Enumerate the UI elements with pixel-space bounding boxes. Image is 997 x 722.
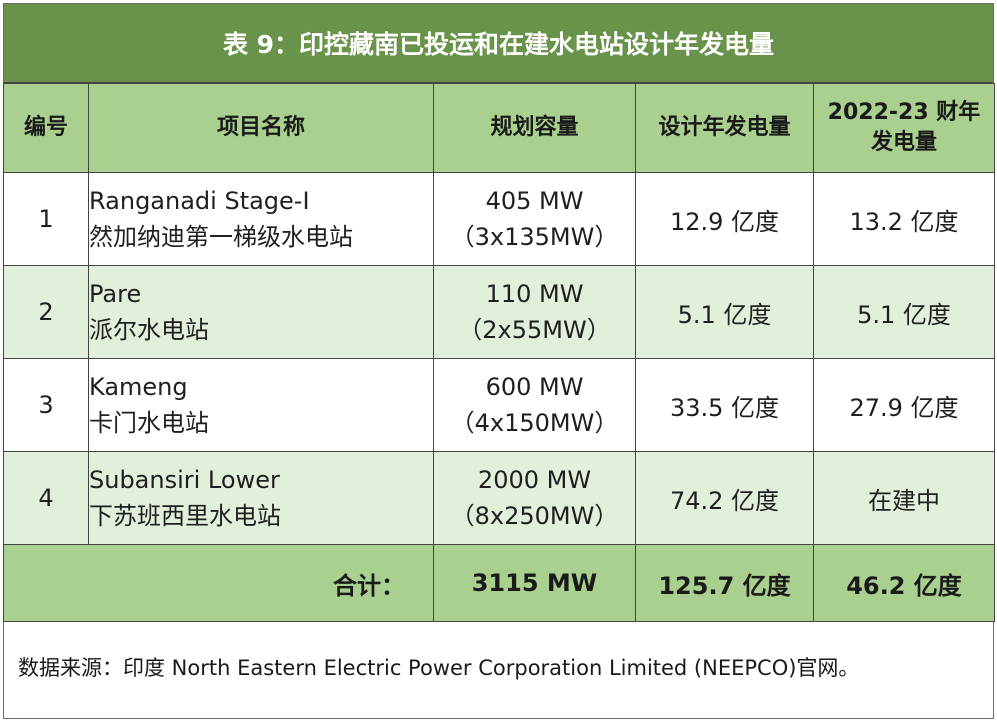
row-capacity-value: 110 MW	[485, 280, 584, 308]
row-name-en: Pare	[89, 280, 142, 308]
row-capacity: 600 MW （4x150MW）	[433, 358, 636, 452]
row-capacity-detail: （2x55MW）	[458, 316, 611, 344]
header-fy-line1: 2022-23 财年	[827, 100, 981, 126]
total-row: 合计： 3115 MW 125.7 亿度 46.2 亿度	[3, 544, 995, 622]
row-design-output: 74.2 亿度	[635, 451, 814, 545]
table-sheet: 表 9：印控藏南已投运和在建水电站设计年发电量 编号 项目名称 规划容量 设计年…	[3, 3, 995, 719]
table-row: 3 Kameng 卡门水电站 600 MW （4x150MW） 33.5 亿度 …	[3, 358, 995, 452]
row-capacity-value: 2000 MW	[477, 466, 592, 494]
total-fy-output: 46.2 亿度	[813, 544, 995, 622]
row-capacity: 405 MW （3x135MW）	[433, 172, 636, 266]
row-capacity-detail: （4x150MW）	[450, 409, 619, 437]
total-capacity: 3115 MW	[433, 544, 636, 622]
row-capacity-detail: （8x250MW）	[450, 502, 619, 530]
table-row: 1 Ranganadi Stage-I 然加纳迪第一梯级水电站 405 MW （…	[3, 172, 995, 266]
row-fy-output: 在建中	[813, 451, 995, 545]
row-capacity-value: 600 MW	[485, 373, 584, 401]
table-title: 表 9：印控藏南已投运和在建水电站设计年发电量	[4, 4, 993, 83]
row-design-output: 33.5 亿度	[635, 358, 814, 452]
row-id: 4	[3, 451, 89, 545]
row-name-cn: 下苏班西里水电站	[89, 502, 281, 530]
row-name: Kameng 卡门水电站	[88, 358, 434, 452]
row-name: Pare 派尔水电站	[88, 265, 434, 359]
row-id: 2	[3, 265, 89, 359]
table-row: 2 Pare 派尔水电站 110 MW （2x55MW） 5.1 亿度 5.1 …	[3, 265, 995, 359]
header-fy-line2: 发电量	[870, 130, 937, 155]
header-row: 编号 项目名称 规划容量 设计年发电量 2022-23 财年 发电量	[3, 83, 995, 173]
row-name-cn: 派尔水电站	[89, 316, 209, 344]
header-fy-output: 2022-23 财年 发电量	[813, 83, 995, 173]
row-name-en: Ranganadi Stage-I	[89, 187, 310, 215]
hydropower-table: 编号 项目名称 规划容量 设计年发电量 2022-23 财年 发电量 1 Ran…	[3, 83, 995, 622]
header-name: 项目名称	[88, 83, 434, 173]
row-name: Subansiri Lower 下苏班西里水电站	[88, 451, 434, 545]
row-fy-output: 13.2 亿度	[813, 172, 995, 266]
header-capacity: 规划容量	[433, 83, 636, 173]
row-name-en: Subansiri Lower	[89, 466, 280, 494]
row-name: Ranganadi Stage-I 然加纳迪第一梯级水电站	[88, 172, 434, 266]
header-design-output: 设计年发电量	[635, 83, 814, 173]
table-row: 4 Subansiri Lower 下苏班西里水电站 2000 MW （8x25…	[3, 451, 995, 545]
row-name-cn: 然加纳迪第一梯级水电站	[89, 223, 353, 251]
source-note: 数据来源：印度 North Eastern Electric Power Cor…	[18, 656, 860, 680]
row-capacity: 2000 MW （8x250MW）	[433, 451, 636, 545]
row-capacity-detail: （3x135MW）	[450, 223, 619, 251]
row-design-output: 12.9 亿度	[635, 172, 814, 266]
row-design-output: 5.1 亿度	[635, 265, 814, 359]
row-name-en: Kameng	[89, 373, 188, 401]
row-id: 1	[3, 172, 89, 266]
row-fy-output: 27.9 亿度	[813, 358, 995, 452]
row-capacity: 110 MW （2x55MW）	[433, 265, 636, 359]
row-fy-output: 5.1 亿度	[813, 265, 995, 359]
total-label: 合计：	[3, 544, 434, 622]
total-design-output: 125.7 亿度	[635, 544, 814, 622]
row-name-cn: 卡门水电站	[89, 409, 209, 437]
header-id: 编号	[3, 83, 89, 173]
row-id: 3	[3, 358, 89, 452]
row-capacity-value: 405 MW	[485, 187, 584, 215]
